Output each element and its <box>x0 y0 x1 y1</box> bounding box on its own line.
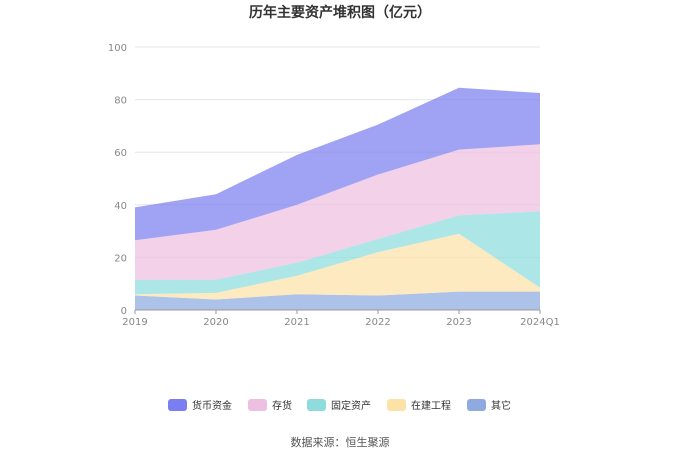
legend-item-存货[interactable]: 存货 <box>248 399 292 412</box>
legend-swatch <box>248 399 267 411</box>
legend-label: 存货 <box>272 399 292 412</box>
area-在建工程[interactable] <box>135 233 540 300</box>
legend-swatch <box>467 399 486 411</box>
axes: 0 20 40 60 80 100 2019 2020 2021 2022 2023 2024Q1 <box>108 43 560 328</box>
x-tick-label: 2024Q1 <box>520 317 560 328</box>
x-tick-label: 2019 <box>122 317 147 328</box>
legend-swatch <box>307 399 326 411</box>
legend-label: 在建工程 <box>411 399 451 412</box>
legend-item-固定资产[interactable]: 固定资产 <box>307 399 371 412</box>
legend-label: 固定资产 <box>331 399 371 412</box>
area-固定资产[interactable] <box>135 211 540 295</box>
legend-label: 其它 <box>491 399 511 412</box>
data-source-note: 数据来源：恒生聚源 <box>291 435 390 449</box>
legend-item-其它[interactable]: 其它 <box>467 399 511 412</box>
x-tick-label: 2023 <box>446 317 471 328</box>
y-tick-label: 20 <box>114 253 127 264</box>
area-series <box>135 87 540 310</box>
chart-title: 历年主要资产堆积图（亿元） <box>249 4 431 21</box>
legend-swatch <box>168 399 187 411</box>
x-tick-label: 2021 <box>284 317 309 328</box>
area-其它[interactable] <box>135 291 540 310</box>
legend-item-在建工程[interactable]: 在建工程 <box>387 399 451 412</box>
y-tick-label: 60 <box>114 148 127 159</box>
y-tick-label: 80 <box>114 96 127 107</box>
y-tick-label: 0 <box>121 306 127 317</box>
legend-label: 货币资金 <box>192 399 232 412</box>
area-存货[interactable] <box>135 144 540 280</box>
area-货币资金[interactable] <box>135 87 540 241</box>
x-tick-label: 2022 <box>365 317 390 328</box>
legend-swatch <box>387 399 406 411</box>
legend-item-货币资金[interactable]: 货币资金 <box>168 399 232 412</box>
y-tick-label: 40 <box>114 201 127 212</box>
legend[interactable]: 货币资金 存货 固定资产 在建工程 其它 <box>168 399 511 412</box>
y-tick-label: 100 <box>108 43 127 54</box>
x-tick-label: 2020 <box>203 317 228 328</box>
